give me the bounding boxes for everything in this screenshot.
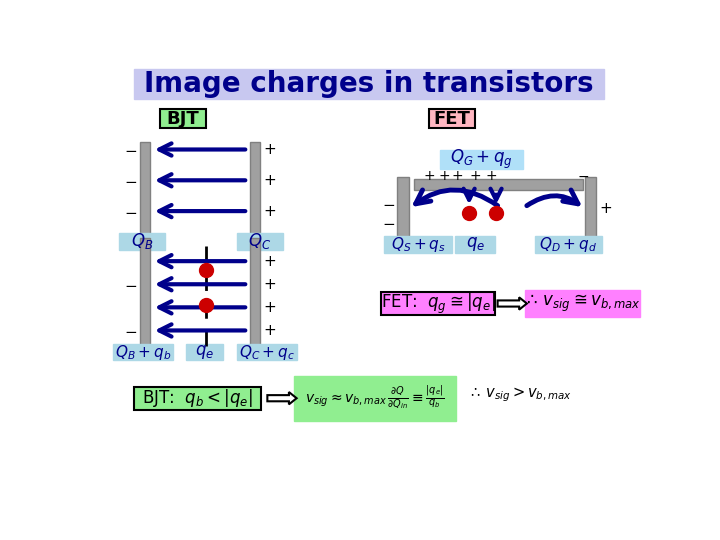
Bar xyxy=(134,69,604,99)
Text: BJT: BJT xyxy=(166,110,199,127)
Text: FET: FET xyxy=(433,110,471,127)
Bar xyxy=(397,177,409,240)
Text: FET:  $q_g \cong |q_e|$: FET: $q_g \cong |q_e|$ xyxy=(381,292,495,315)
Text: $+$: $+$ xyxy=(263,204,276,219)
Bar xyxy=(294,376,456,421)
Text: $+$: $+$ xyxy=(263,254,276,268)
Text: $Q_C+q_c$: $Q_C+q_c$ xyxy=(238,342,294,361)
Bar xyxy=(534,236,603,253)
Text: $Q_B+q_b$: $Q_B+q_b$ xyxy=(115,342,171,361)
Text: Image charges in transistors: Image charges in transistors xyxy=(144,70,594,98)
Text: $-$: $-$ xyxy=(124,173,137,188)
Text: $Q_B$: $Q_B$ xyxy=(130,231,153,251)
Bar xyxy=(384,236,452,253)
FancyArrow shape xyxy=(267,392,297,404)
FancyArrow shape xyxy=(498,298,527,309)
Bar xyxy=(113,343,174,361)
Bar xyxy=(525,289,640,318)
Bar xyxy=(134,387,261,410)
Text: $+$: $+$ xyxy=(263,173,276,188)
Text: $q_e$: $q_e$ xyxy=(194,343,214,361)
Bar xyxy=(237,343,297,361)
Text: $\therefore\,v_{sig} > v_{b,max}$: $\therefore\,v_{sig} > v_{b,max}$ xyxy=(467,385,572,404)
Bar xyxy=(455,236,495,253)
Text: $Q_S+q_s$: $Q_S+q_s$ xyxy=(391,235,446,254)
Text: $Q_D+q_d$: $Q_D+q_d$ xyxy=(539,235,598,254)
Text: $Q_C$: $Q_C$ xyxy=(248,231,271,251)
Bar xyxy=(382,292,495,315)
Text: $+$: $+$ xyxy=(263,300,276,315)
Bar xyxy=(119,233,165,249)
Text: BJT:  $q_b < |q_e|$: BJT: $q_b < |q_e|$ xyxy=(142,387,253,409)
Bar xyxy=(585,177,596,240)
Bar xyxy=(160,110,206,128)
Text: $-$: $-$ xyxy=(124,142,137,157)
Text: $+$: $+$ xyxy=(263,142,276,157)
Text: $+$: $+$ xyxy=(599,201,612,217)
Bar xyxy=(140,238,150,346)
Text: $-$: $-$ xyxy=(382,215,395,230)
Text: $-$: $-$ xyxy=(577,168,589,183)
Text: $Q_G+q_g$: $Q_G+q_g$ xyxy=(450,148,513,171)
Text: $-$: $-$ xyxy=(124,323,137,338)
Text: $+$: $+$ xyxy=(263,276,276,292)
Bar xyxy=(140,142,150,234)
Text: $+$: $+$ xyxy=(469,168,482,183)
Bar xyxy=(250,142,261,234)
Bar xyxy=(237,233,283,249)
Text: $+$: $+$ xyxy=(451,168,464,183)
Text: $+$: $+$ xyxy=(438,168,451,183)
Bar xyxy=(250,238,261,346)
Bar xyxy=(429,110,475,128)
Bar xyxy=(440,150,523,168)
Text: $+$: $+$ xyxy=(485,168,497,183)
Text: $q_e$: $q_e$ xyxy=(466,235,485,253)
Text: $+$: $+$ xyxy=(263,323,276,338)
Text: $\therefore\,v_{sig} \cong v_{b,max}$: $\therefore\,v_{sig} \cong v_{b,max}$ xyxy=(523,293,642,314)
Text: $-$: $-$ xyxy=(124,276,137,292)
Text: $-$: $-$ xyxy=(124,204,137,219)
Text: $-$: $-$ xyxy=(382,196,395,211)
Bar xyxy=(186,343,222,361)
Text: $v_{sig} \approx v_{b,max}\,\frac{\partial Q}{\partial Q_{in}} \equiv \frac{|q_e: $v_{sig} \approx v_{b,max}\,\frac{\parti… xyxy=(305,384,445,412)
Bar xyxy=(414,179,583,190)
Text: $+$: $+$ xyxy=(423,168,435,183)
